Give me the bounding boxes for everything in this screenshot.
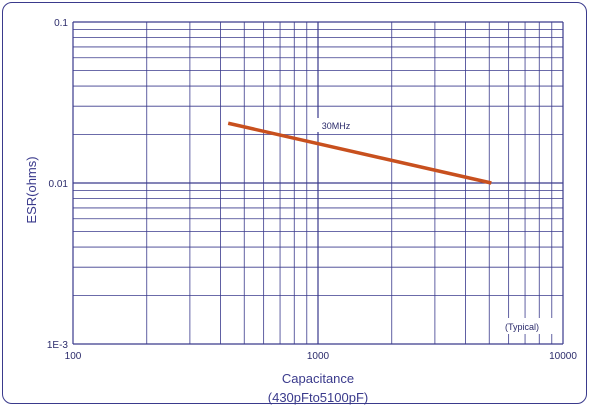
x-tick-label: 10000 [549,351,577,362]
typical-note-text: (Typical) [505,322,539,332]
y-tick-label: 0.01 [49,179,69,190]
series-label-box: 30MHz [310,118,362,132]
series-label: 30MHz [322,121,351,131]
series-line-30mhz [227,121,492,185]
series-lines [227,121,492,185]
y-axis-label: ESR(ohms) [24,156,39,223]
x-tick-label: 1000 [307,351,330,362]
y-tick-label: 1E-3 [47,340,69,351]
series-label-background [310,118,362,132]
x-axis-label: Capacitance [282,371,354,386]
y-tick-label: 0.1 [54,18,68,29]
typical-note: (Typical) [490,318,556,334]
grid-lines [72,21,564,345]
x-tick-label: 100 [65,351,82,362]
typical-note-background [490,318,556,334]
x-axis-sublabel: (430pFto5100pF) [268,390,368,405]
tick-labels: 100 1000 10000 0.1 0.01 1E-3 [47,18,577,362]
